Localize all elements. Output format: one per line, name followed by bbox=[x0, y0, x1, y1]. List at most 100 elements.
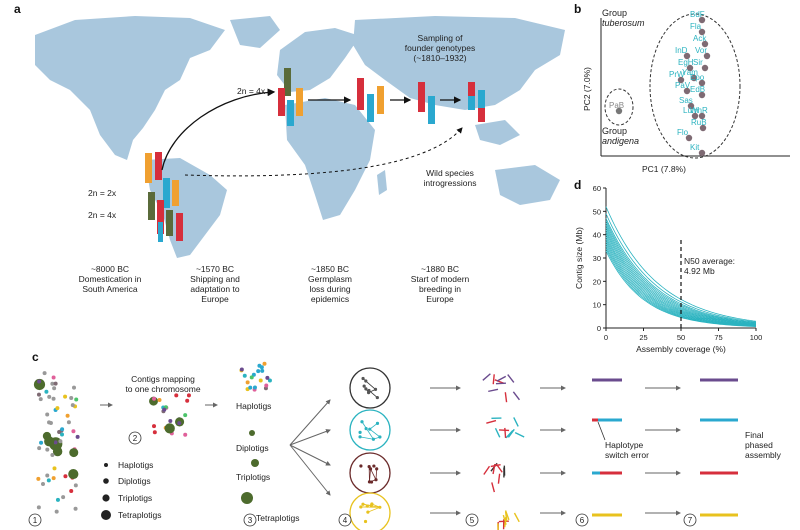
contig-cloud-all bbox=[33, 371, 80, 514]
chromosome-bar bbox=[428, 96, 435, 124]
y-tick-label: 30 bbox=[593, 254, 601, 263]
chromosome-bar bbox=[158, 222, 163, 242]
tetraplotigs-label: Tetraplotigs bbox=[256, 513, 300, 523]
group-tuberosum-label: Group tuberosum bbox=[602, 8, 645, 28]
chromosome-bar bbox=[418, 82, 425, 112]
chromosome-bar bbox=[145, 153, 152, 183]
y-tick-label: 20 bbox=[593, 277, 601, 286]
pca-point-label: InD bbox=[675, 46, 688, 55]
pca-point-label: EdB bbox=[690, 85, 705, 94]
switch-error-label: Haplotype switch error bbox=[605, 440, 649, 460]
pca-point bbox=[691, 112, 699, 120]
chromosome-bar bbox=[468, 82, 475, 96]
introgression-arrow bbox=[184, 127, 463, 177]
pca-point bbox=[683, 87, 691, 95]
chromosome-bar bbox=[278, 88, 285, 116]
contigs-mapping-label: Contigs mapping to one chromosome bbox=[125, 374, 201, 394]
step-circle bbox=[28, 513, 42, 527]
migration-arrow bbox=[161, 88, 276, 171]
step-number: 4 bbox=[343, 516, 348, 525]
n50-label: N50 average: 4.92 Mb bbox=[684, 256, 736, 276]
chromosome-bar bbox=[377, 86, 384, 114]
chromosome-bar bbox=[166, 210, 173, 236]
group-andigena-label: Group andigena bbox=[602, 126, 640, 146]
triplotigs-label: Triplotigs bbox=[236, 472, 271, 482]
timeline-item: ~1850 BC Germplasm loss during epidemics bbox=[308, 264, 352, 304]
pca-point-label: Lum bbox=[683, 106, 699, 115]
panel-c-letter: c bbox=[32, 350, 39, 364]
pca-xlabel: PC1 (7.8%) bbox=[642, 164, 686, 174]
panel-a-overlay bbox=[145, 68, 485, 242]
pca-point bbox=[701, 40, 709, 48]
step-number: 7 bbox=[688, 516, 693, 525]
ploidy-4x-label: 2n = 4x bbox=[88, 210, 117, 220]
final-assembly-label: Final phased assembly bbox=[745, 430, 781, 460]
x-tick-label: 75 bbox=[714, 333, 722, 342]
pca-point bbox=[703, 52, 711, 60]
contig-cloud-chromosome bbox=[149, 393, 191, 437]
pca-point-label: WhR bbox=[690, 106, 708, 115]
step-number: 5 bbox=[470, 516, 475, 525]
pca-point-label: Ack bbox=[693, 34, 707, 43]
haplotig-cluster bbox=[239, 361, 272, 392]
pca-point-label: PrW bbox=[669, 70, 685, 79]
x-tick-label: 25 bbox=[639, 333, 647, 342]
panel-d-letter: d bbox=[574, 178, 582, 192]
chromosome-bar bbox=[163, 178, 170, 208]
diplotigs-label: Diplotigs bbox=[236, 443, 269, 453]
contig-series-line bbox=[605, 225, 757, 325]
y-tick-label: 0 bbox=[597, 324, 601, 333]
pca-point-label: PaV bbox=[675, 81, 691, 90]
ploidy-2x-label: 2n = 2x bbox=[88, 188, 117, 198]
y-tick-label: 40 bbox=[593, 231, 601, 240]
chromosome-bar bbox=[296, 88, 303, 116]
step-circle bbox=[128, 431, 142, 445]
contig-series-line bbox=[605, 227, 757, 325]
chromosome-bar bbox=[284, 68, 291, 96]
step-number: 1 bbox=[33, 516, 38, 525]
contig-chart: 0 10 20 30 40 50 60 0 25 50 75 100 Contig size (Mb)… bbox=[574, 184, 762, 354]
step-circle bbox=[575, 513, 589, 527]
chromosome-bar bbox=[357, 78, 364, 110]
chromosome-bar bbox=[287, 100, 294, 126]
legend-diplotigs: Diplotigs bbox=[118, 476, 151, 486]
chromosome-bar bbox=[157, 200, 164, 234]
chromosome-bar bbox=[468, 96, 475, 110]
pca-point bbox=[615, 107, 623, 115]
pca-point bbox=[698, 112, 706, 120]
chromosome-bar bbox=[148, 192, 155, 220]
tetraplotig-dot bbox=[241, 492, 253, 504]
x-tick-label: 0 bbox=[604, 333, 608, 342]
ploidy-top-label: 2n = 4x bbox=[237, 86, 266, 96]
y-tick-label: 50 bbox=[593, 207, 601, 216]
legend-haplotigs: Haplotigs bbox=[118, 460, 154, 470]
contig-series-line bbox=[605, 213, 757, 323]
pca-point bbox=[686, 64, 694, 72]
pca-point bbox=[698, 149, 706, 157]
pca-point-label: BdF bbox=[690, 10, 705, 19]
timeline: ~8000 BC Domestication in South America … bbox=[0, 258, 570, 318]
pca-point-label: PaB bbox=[609, 101, 624, 110]
pca-point-label: EgH bbox=[678, 58, 694, 67]
pca-point bbox=[698, 79, 706, 87]
pca-point-label: RuB bbox=[691, 118, 707, 127]
pca-point-label: Epo bbox=[690, 73, 705, 82]
pca-ylabel: PC2 (7.0%) bbox=[581, 67, 592, 111]
andigena-ellipse bbox=[604, 88, 634, 126]
pca-point-label: Kit bbox=[690, 143, 700, 152]
sampling-label: Sampling of founder genotypes (~1810–193… bbox=[404, 33, 476, 63]
wild-introgression-label: Wild species introgressions bbox=[423, 168, 477, 188]
pca-point bbox=[698, 28, 706, 36]
triplotig-dot bbox=[251, 459, 259, 467]
timeline-item: ~1880 BC Start of modern breeding in Eur… bbox=[410, 264, 470, 304]
step-number: 2 bbox=[133, 434, 138, 443]
step-circle bbox=[683, 513, 697, 527]
pca-point bbox=[699, 124, 707, 132]
legend-triplotigs: Triplotigs bbox=[118, 493, 153, 503]
x-tick-label: 50 bbox=[677, 333, 685, 342]
step-circle bbox=[243, 513, 257, 527]
legend-tetraplotigs: Tetraplotigs bbox=[118, 510, 162, 520]
panel-a-letter: a bbox=[14, 2, 21, 16]
haplotigs-label: Haplotigs bbox=[236, 401, 272, 411]
